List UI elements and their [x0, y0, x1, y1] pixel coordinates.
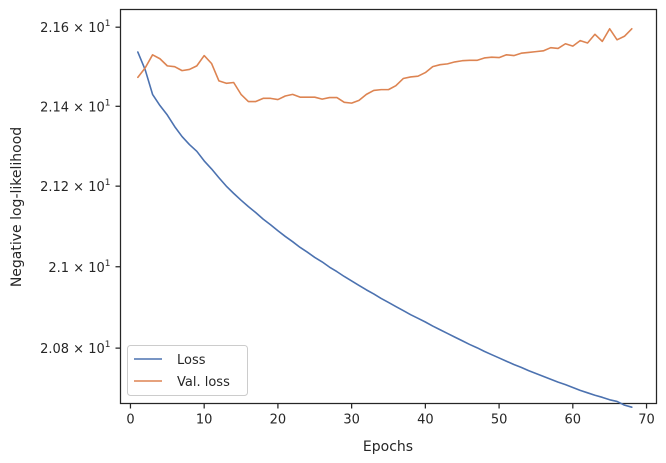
series-line-2 — [137, 27, 633, 104]
y-tick-label: 2.1 × 101 — [48, 259, 110, 276]
y-axis-label: Negative log-likelihood — [9, 127, 25, 287]
y-tick-label: 2.12 × 101 — [40, 178, 110, 195]
y-tick-label: 2.16 × 101 — [40, 19, 110, 36]
x-tick-label: 30 — [343, 413, 360, 428]
x-tick-label: 10 — [196, 413, 213, 428]
y-tick-label: 2.08 × 101 — [40, 340, 110, 357]
x-axis-label: Epochs — [363, 439, 413, 455]
legend-label: Val. loss — [177, 375, 230, 390]
x-tick-label: 70 — [638, 413, 655, 428]
y-tick-label: 2.14 × 101 — [40, 98, 110, 115]
legend-label: Loss — [177, 353, 206, 368]
x-tick-label: 40 — [417, 413, 434, 428]
x-tick-label: 0 — [126, 413, 134, 428]
x-tick-label: 60 — [565, 413, 582, 428]
x-axis: 0 10 20 30 40 50 60 70 — [126, 403, 655, 428]
x-tick-label: 50 — [491, 413, 508, 428]
legend-frame — [127, 345, 248, 396]
series-line-1 — [137, 51, 633, 409]
series-lines — [137, 27, 633, 409]
plot-area — [119, 8, 658, 405]
y-axis: 2.08 × 101 2.1 × 101 2.12 × 101 2.14 × 101 2… — [40, 19, 121, 357]
x-tick-label: 20 — [270, 413, 287, 428]
legend: Loss Val. loss — [127, 345, 248, 396]
